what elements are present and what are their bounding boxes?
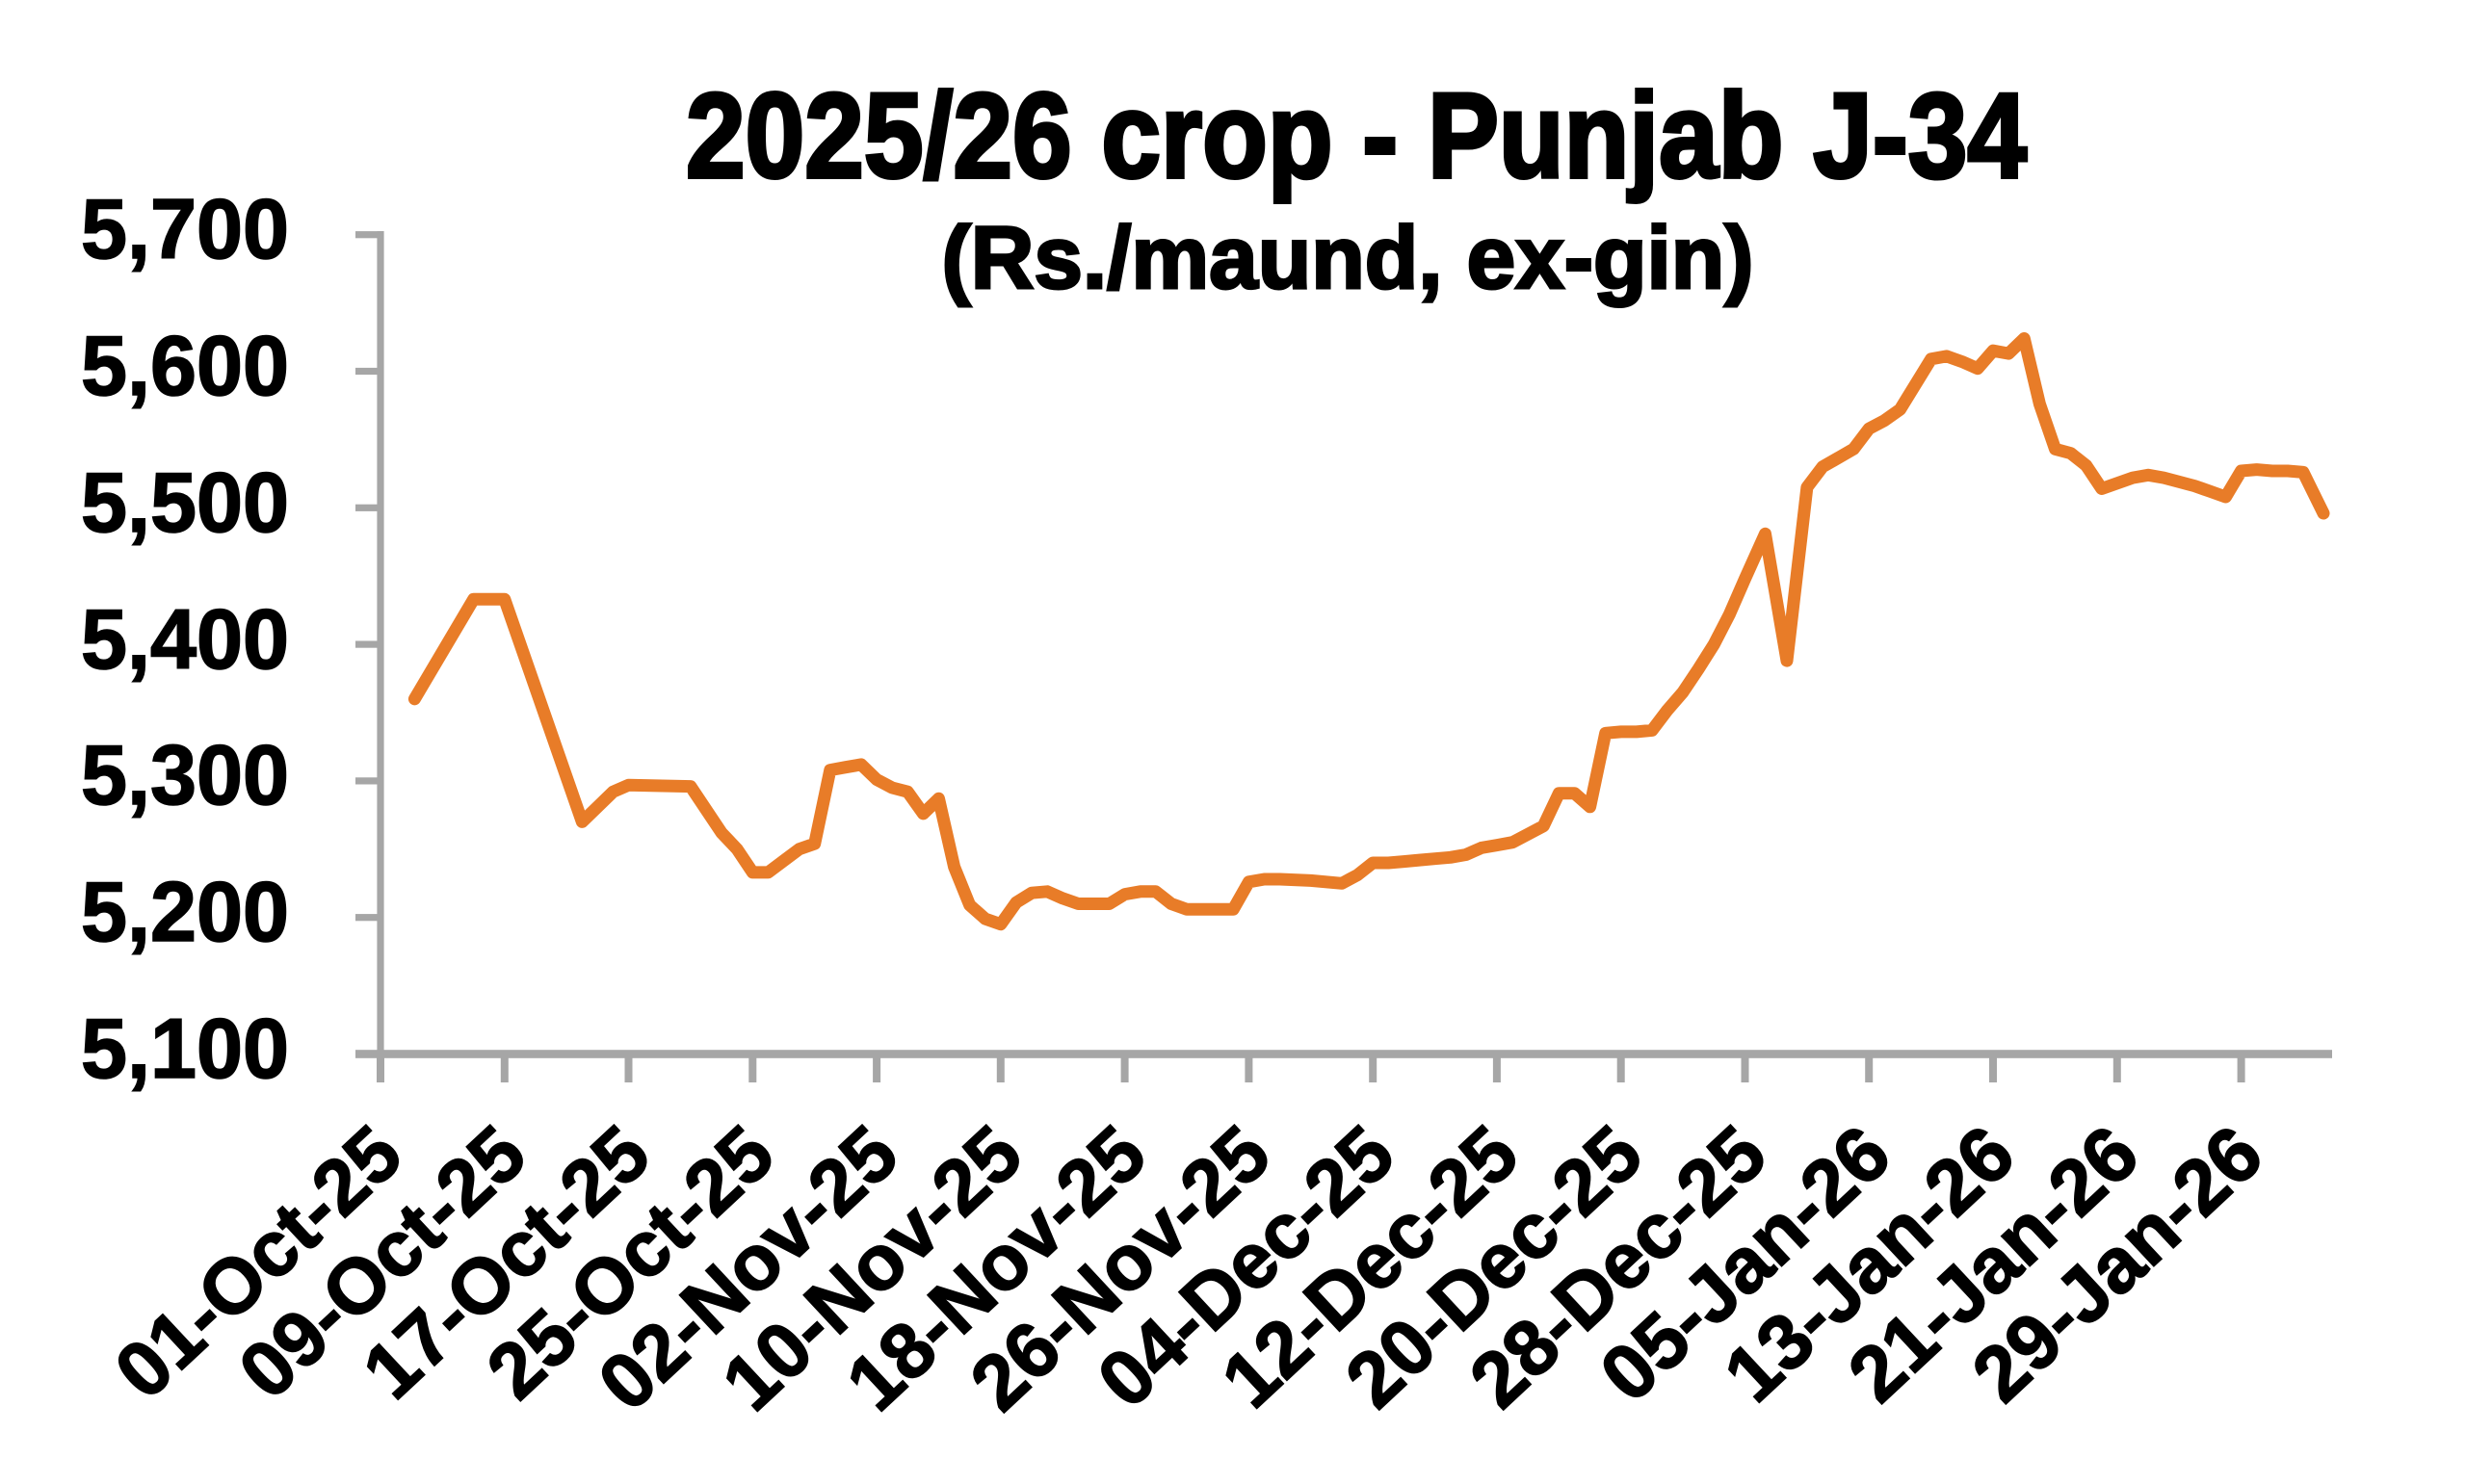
svg-text:5,700: 5,700	[81, 181, 289, 276]
svg-text:2025/26 crop - Punjab J-34: 2025/26 crop - Punjab J-34	[686, 69, 2027, 203]
svg-text:5,200: 5,200	[81, 864, 289, 959]
svg-text:5,400: 5,400	[81, 591, 289, 687]
svg-text:5,100: 5,100	[81, 1001, 289, 1096]
svg-text:5,300: 5,300	[81, 727, 289, 822]
svg-text:5,500: 5,500	[81, 455, 289, 550]
svg-text:(Rs./maund, ex-gin): (Rs./maund, ex-gin)	[942, 209, 1754, 307]
svg-text:5,600: 5,600	[81, 318, 289, 413]
